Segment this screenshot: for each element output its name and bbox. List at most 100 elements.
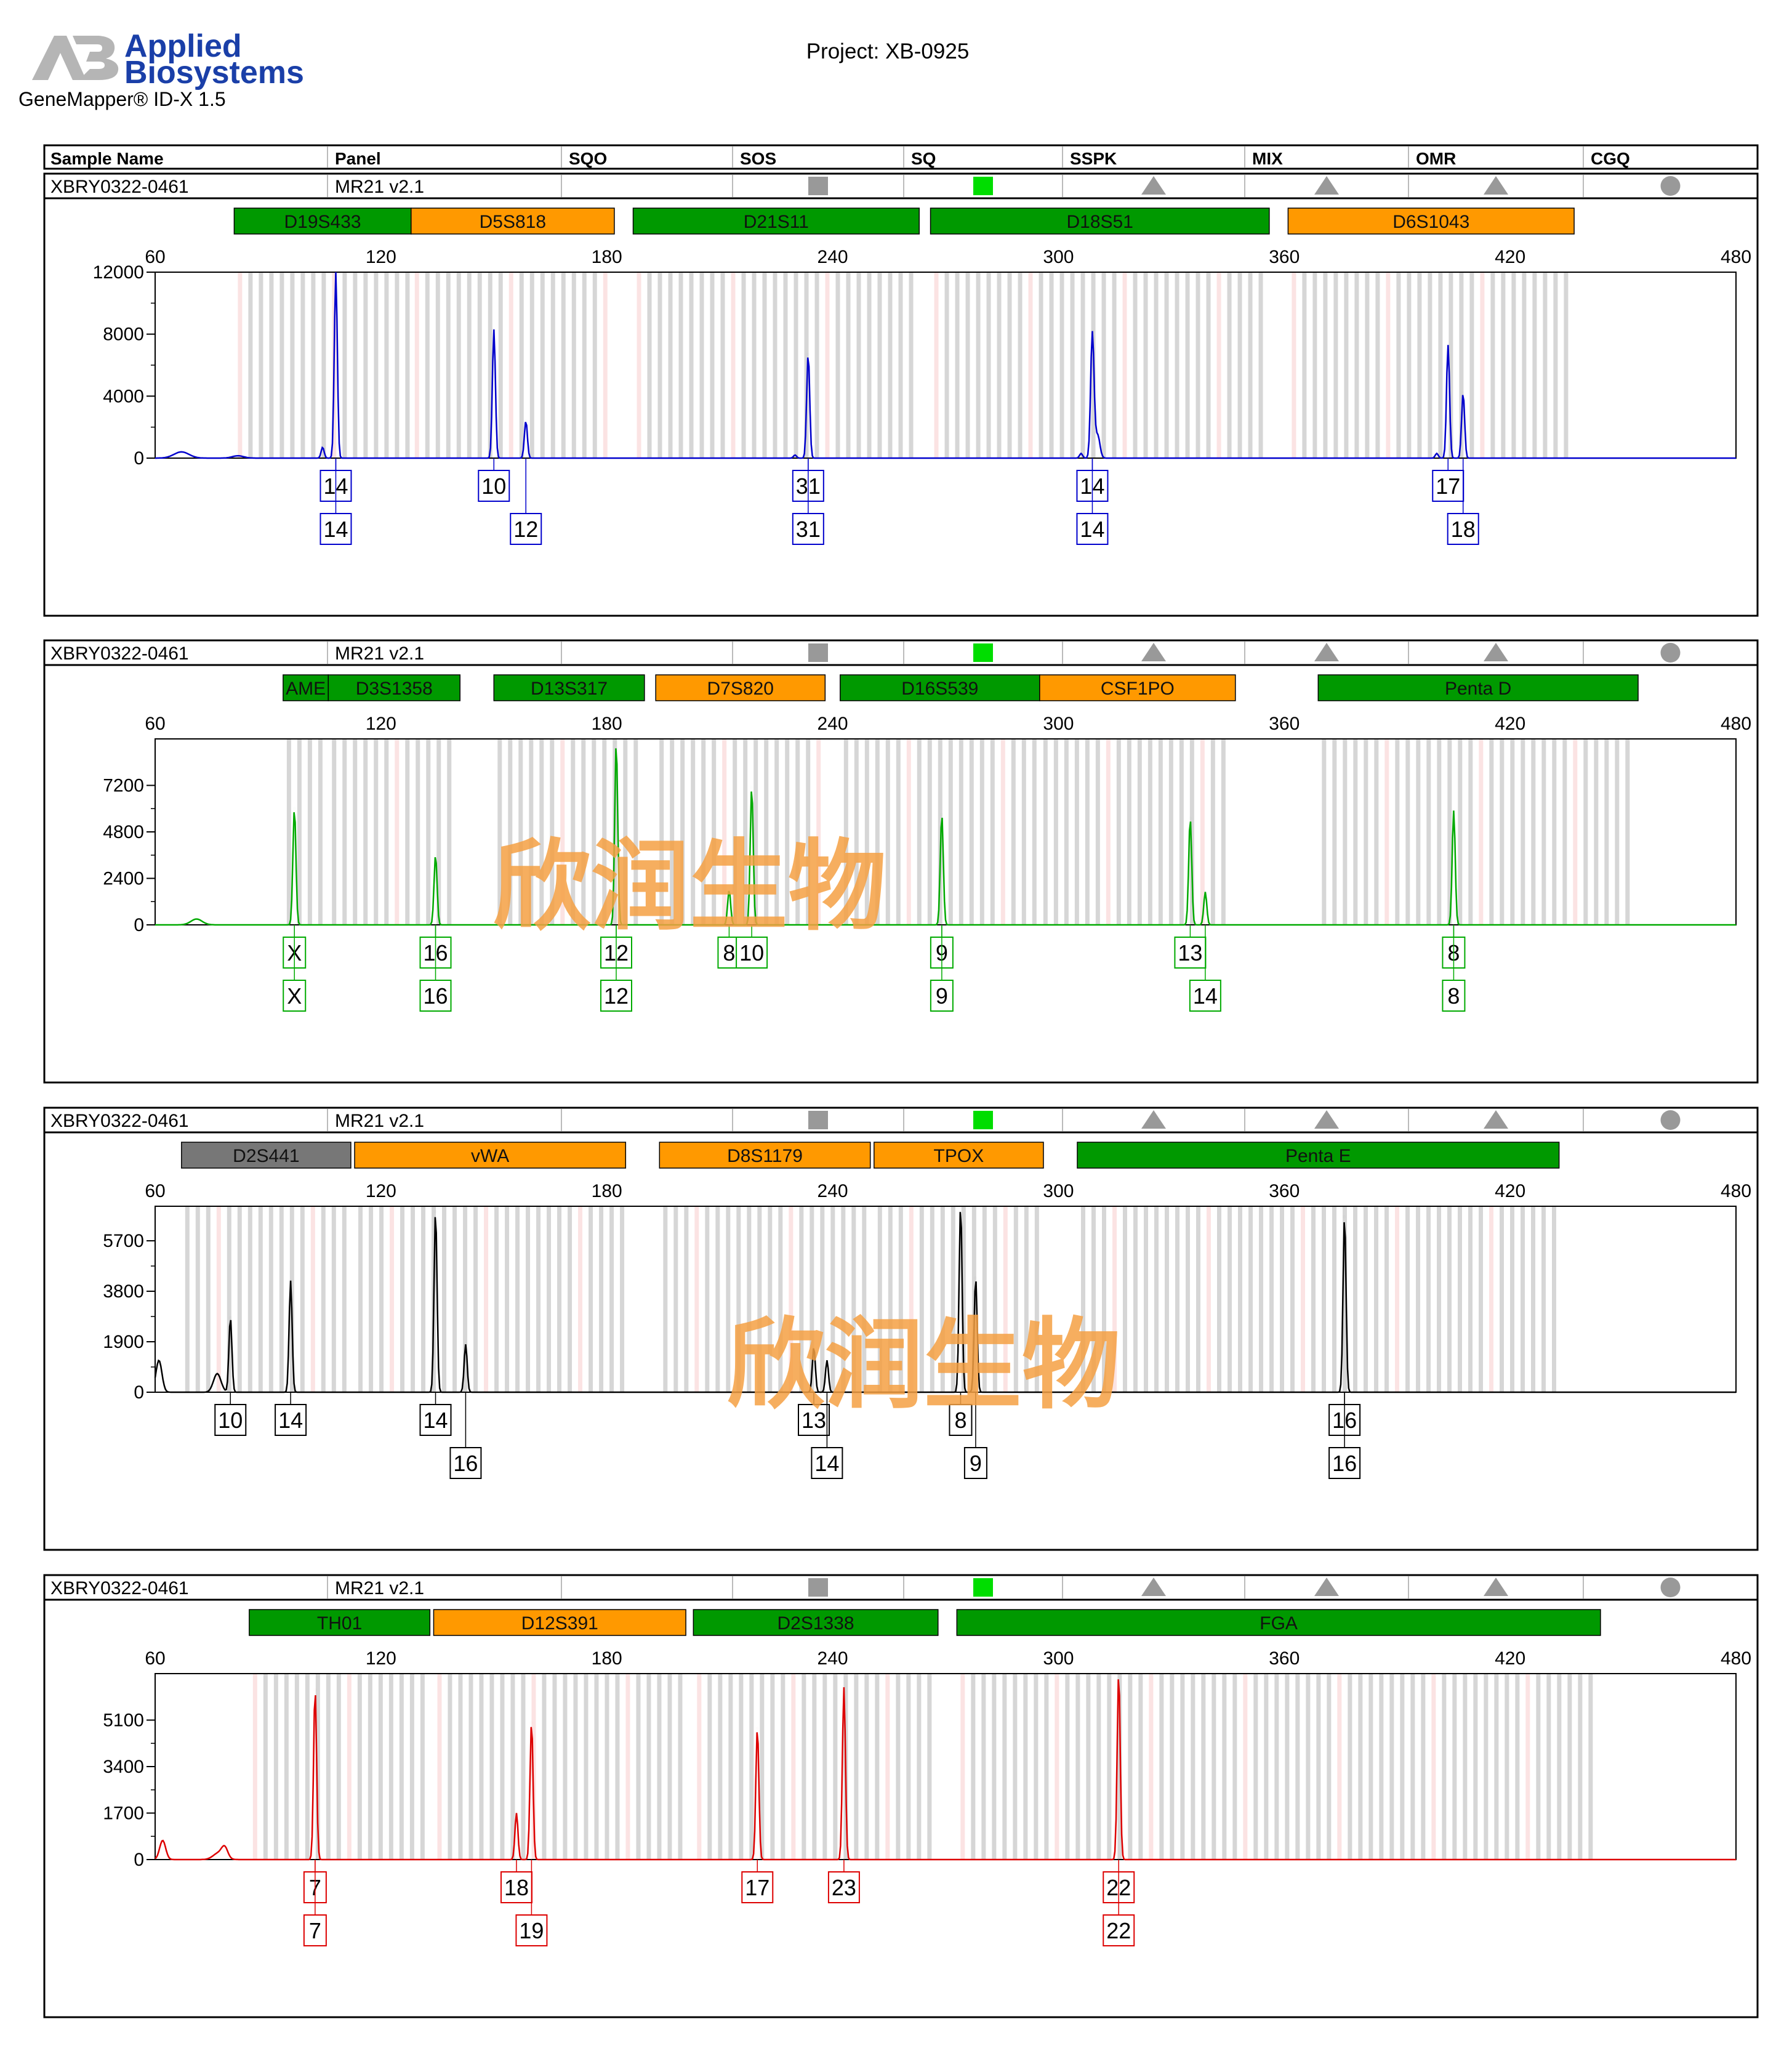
bin-marker: [1358, 1674, 1363, 1860]
locus-bar[interactable]: [874, 1142, 1044, 1169]
sample-row[interactable]: [43, 172, 1759, 200]
locus-bar[interactable]: [181, 1142, 352, 1169]
allele-box[interactable]: [1447, 513, 1479, 545]
bin-marker: [701, 739, 706, 925]
bin-marker: [248, 272, 253, 458]
bin-marker: [862, 1206, 867, 1392]
bin-marker: [1594, 739, 1599, 925]
allele-box[interactable]: [798, 1404, 830, 1436]
allele-box[interactable]: [1432, 470, 1465, 502]
bin-marker: [1348, 1674, 1352, 1860]
allele-box[interactable]: [1442, 980, 1466, 1012]
allele-box[interactable]: [963, 1447, 987, 1479]
allele-box[interactable]: [741, 1871, 774, 1903]
allele-box[interactable]: [419, 1404, 452, 1436]
bin-marker: [1332, 1206, 1336, 1392]
sample-row[interactable]: [43, 1107, 1759, 1134]
locus-bar[interactable]: [1077, 1142, 1560, 1169]
locus-bar[interactable]: [1317, 674, 1639, 701]
bin-marker: [1232, 1674, 1237, 1860]
sample-row[interactable]: [43, 1574, 1759, 1601]
bin-marker: [940, 1206, 945, 1392]
locus-bar[interactable]: [354, 1142, 627, 1169]
locus-bar[interactable]: [433, 1609, 686, 1636]
bin-marker: [342, 1206, 347, 1392]
locus-label: D2S1338: [778, 1613, 854, 1634]
allele-box[interactable]: [500, 1871, 532, 1903]
locus-label: D16S539: [901, 679, 978, 699]
locus-bar[interactable]: [1039, 674, 1236, 701]
allele-box[interactable]: [515, 1914, 548, 1946]
bin-marker: [578, 1206, 583, 1392]
allele-label: 18: [504, 1875, 529, 1900]
locus-bar[interactable]: [233, 208, 412, 235]
allele-box[interactable]: [303, 1914, 327, 1946]
allele-box[interactable]: [1076, 513, 1109, 545]
allele-label: 9: [936, 983, 948, 1009]
bin-marker: [414, 272, 419, 458]
allele-label: 14: [1080, 517, 1104, 542]
bin-marker: [854, 1674, 859, 1860]
allele-box[interactable]: [510, 513, 542, 545]
bin-marker: [927, 1674, 932, 1860]
bin-marker: [1013, 1206, 1018, 1392]
allele-box[interactable]: [1174, 937, 1207, 969]
allele-box[interactable]: [600, 980, 632, 1012]
allele-box[interactable]: [949, 1404, 973, 1436]
bin-marker: [812, 1674, 817, 1860]
locus-bar[interactable]: [1287, 208, 1575, 235]
allele-box[interactable]: [792, 513, 824, 545]
bin-marker: [1039, 272, 1043, 458]
bin-marker: [1557, 1674, 1562, 1860]
bin-marker: [1327, 1674, 1332, 1860]
locus-bar[interactable]: [493, 674, 645, 701]
x-tick-label: 300: [1043, 714, 1074, 734]
bin-marker: [531, 1674, 536, 1860]
locus-bar[interactable]: [659, 1142, 871, 1169]
locus-bar[interactable]: [632, 208, 920, 235]
bin-marker: [1096, 1674, 1101, 1860]
bin-marker: [1323, 272, 1328, 458]
bin-marker: [1086, 1674, 1091, 1860]
allele-box[interactable]: [319, 513, 352, 545]
bin-marker: [500, 1674, 505, 1860]
bin-marker: [1075, 1674, 1080, 1860]
allele-box[interactable]: [811, 1447, 843, 1479]
allele-box[interactable]: [1189, 980, 1221, 1012]
bin-marker: [1175, 272, 1179, 458]
peak-point: [1435, 451, 1439, 455]
bin-marker: [1374, 739, 1379, 925]
allele-box[interactable]: [1328, 1447, 1361, 1479]
bin-marker: [668, 272, 673, 458]
allele-box[interactable]: [930, 980, 954, 1012]
allele-box[interactable]: [419, 980, 452, 1012]
bin-marker: [1180, 1674, 1185, 1860]
sample-row[interactable]: [43, 639, 1759, 666]
locus-bar[interactable]: [249, 1609, 431, 1636]
locus-bar[interactable]: [956, 1609, 1601, 1636]
bin-marker: [710, 272, 715, 458]
bin-marker: [1449, 272, 1453, 458]
bin-marker: [1625, 739, 1630, 925]
locus-bar[interactable]: [283, 674, 329, 701]
allele-box[interactable]: [449, 1447, 482, 1479]
locus-bar[interactable]: [693, 1609, 939, 1636]
locus-bar[interactable]: [327, 674, 461, 701]
bin-marker: [752, 272, 757, 458]
bin-marker: [762, 272, 767, 458]
y-tick-label: 4800: [103, 822, 144, 842]
allele-box[interactable]: [275, 1404, 307, 1436]
locus-bar[interactable]: [930, 208, 1270, 235]
allele-box[interactable]: [478, 470, 510, 502]
locus-bar[interactable]: [411, 208, 615, 235]
bin-marker: [300, 272, 305, 458]
allele-box[interactable]: [214, 1404, 247, 1436]
allele-box[interactable]: [1103, 1914, 1135, 1946]
peak-point: [940, 813, 944, 816]
allele-label: 13: [802, 1408, 826, 1433]
allele-box[interactable]: [827, 1871, 860, 1903]
allele-box[interactable]: [736, 937, 768, 969]
y-tick-label: 0: [134, 1850, 144, 1870]
locus-bar[interactable]: [655, 674, 826, 701]
allele-box[interactable]: [283, 980, 307, 1012]
